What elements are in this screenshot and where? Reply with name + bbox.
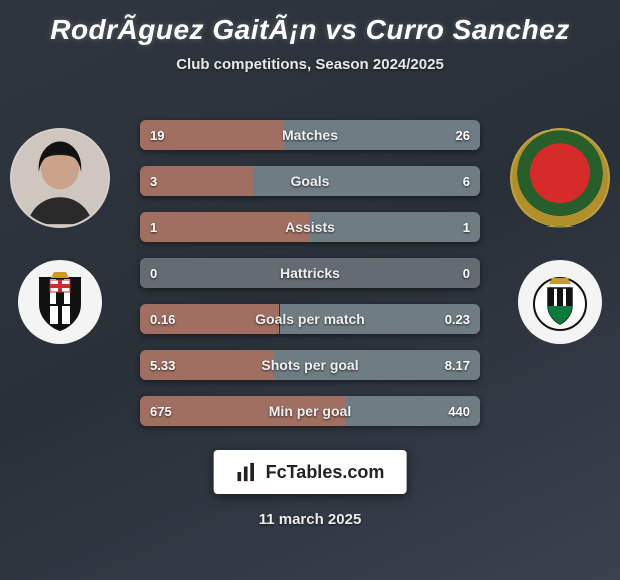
date-text: 11 march 2025 [0,511,620,528]
metric-value-left: 0 [140,258,167,288]
metric-value-right: 0.23 [435,304,480,334]
metric-value-left: 5.33 [140,350,185,380]
player-right-crest [510,128,610,228]
shield-icon [28,270,92,334]
metric-row: 1926Matches [140,120,480,150]
player-left-avatar [10,128,110,228]
brand-text: FcTables.com [266,462,385,483]
brand-badge: FcTables.com [214,450,407,494]
metric-value-right: 1 [453,212,480,242]
metric-value-left: 19 [140,120,174,150]
metric-row: 00Hattricks [140,258,480,288]
metrics-bars: 1926Matches36Goals11Assists00Hattricks0.… [140,120,480,442]
metric-bar-right [253,166,480,196]
metric-row: 0.160.23Goals per match [140,304,480,334]
club-left-badge [18,260,102,344]
metric-row: 36Goals [140,166,480,196]
metric-value-left: 675 [140,396,182,426]
person-silhouette-icon [12,130,108,226]
bar-chart-icon [236,461,258,483]
page-title: RodrÃ­guez GaitÃ¡n vs Curro Sanchez [0,0,620,46]
metric-value-left: 3 [140,166,167,196]
comparison-card: RodrÃ­guez GaitÃ¡n vs Curro Sanchez Club… [0,0,620,580]
metric-row: 675440Min per goal [140,396,480,426]
metric-value-right: 26 [446,120,480,150]
metric-value-right: 8.17 [435,350,480,380]
metric-value-right: 0 [453,258,480,288]
metric-row: 5.338.17Shots per goal [140,350,480,380]
page-subtitle: Club competitions, Season 2024/2025 [0,56,620,73]
metric-value-left: 1 [140,212,167,242]
metric-value-right: 6 [453,166,480,196]
metric-value-right: 440 [438,396,480,426]
metric-row: 11Assists [140,212,480,242]
shield-icon [528,270,592,334]
metric-value-left: 0.16 [140,304,185,334]
club-right-badge [518,260,602,344]
